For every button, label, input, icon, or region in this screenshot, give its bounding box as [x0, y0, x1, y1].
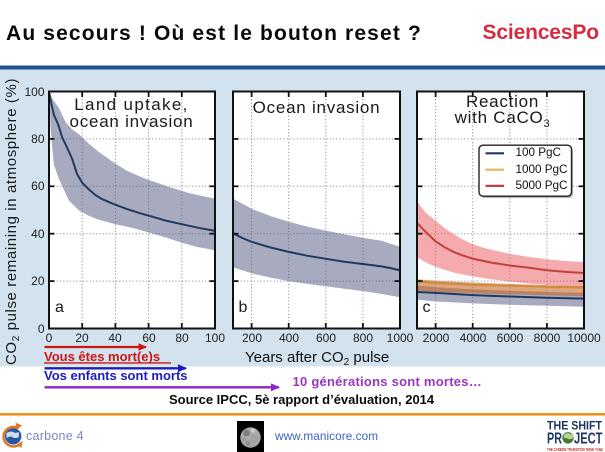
- svg-text:PR: PR: [547, 431, 562, 448]
- svg-text:THE SHIFT: THE SHIFT: [547, 419, 603, 433]
- svg-text:JECT: JECT: [574, 431, 603, 448]
- svg-text:THE CARBON TRANSITION THINK TA: THE CARBON TRANSITION THINK TANK: [547, 447, 603, 452]
